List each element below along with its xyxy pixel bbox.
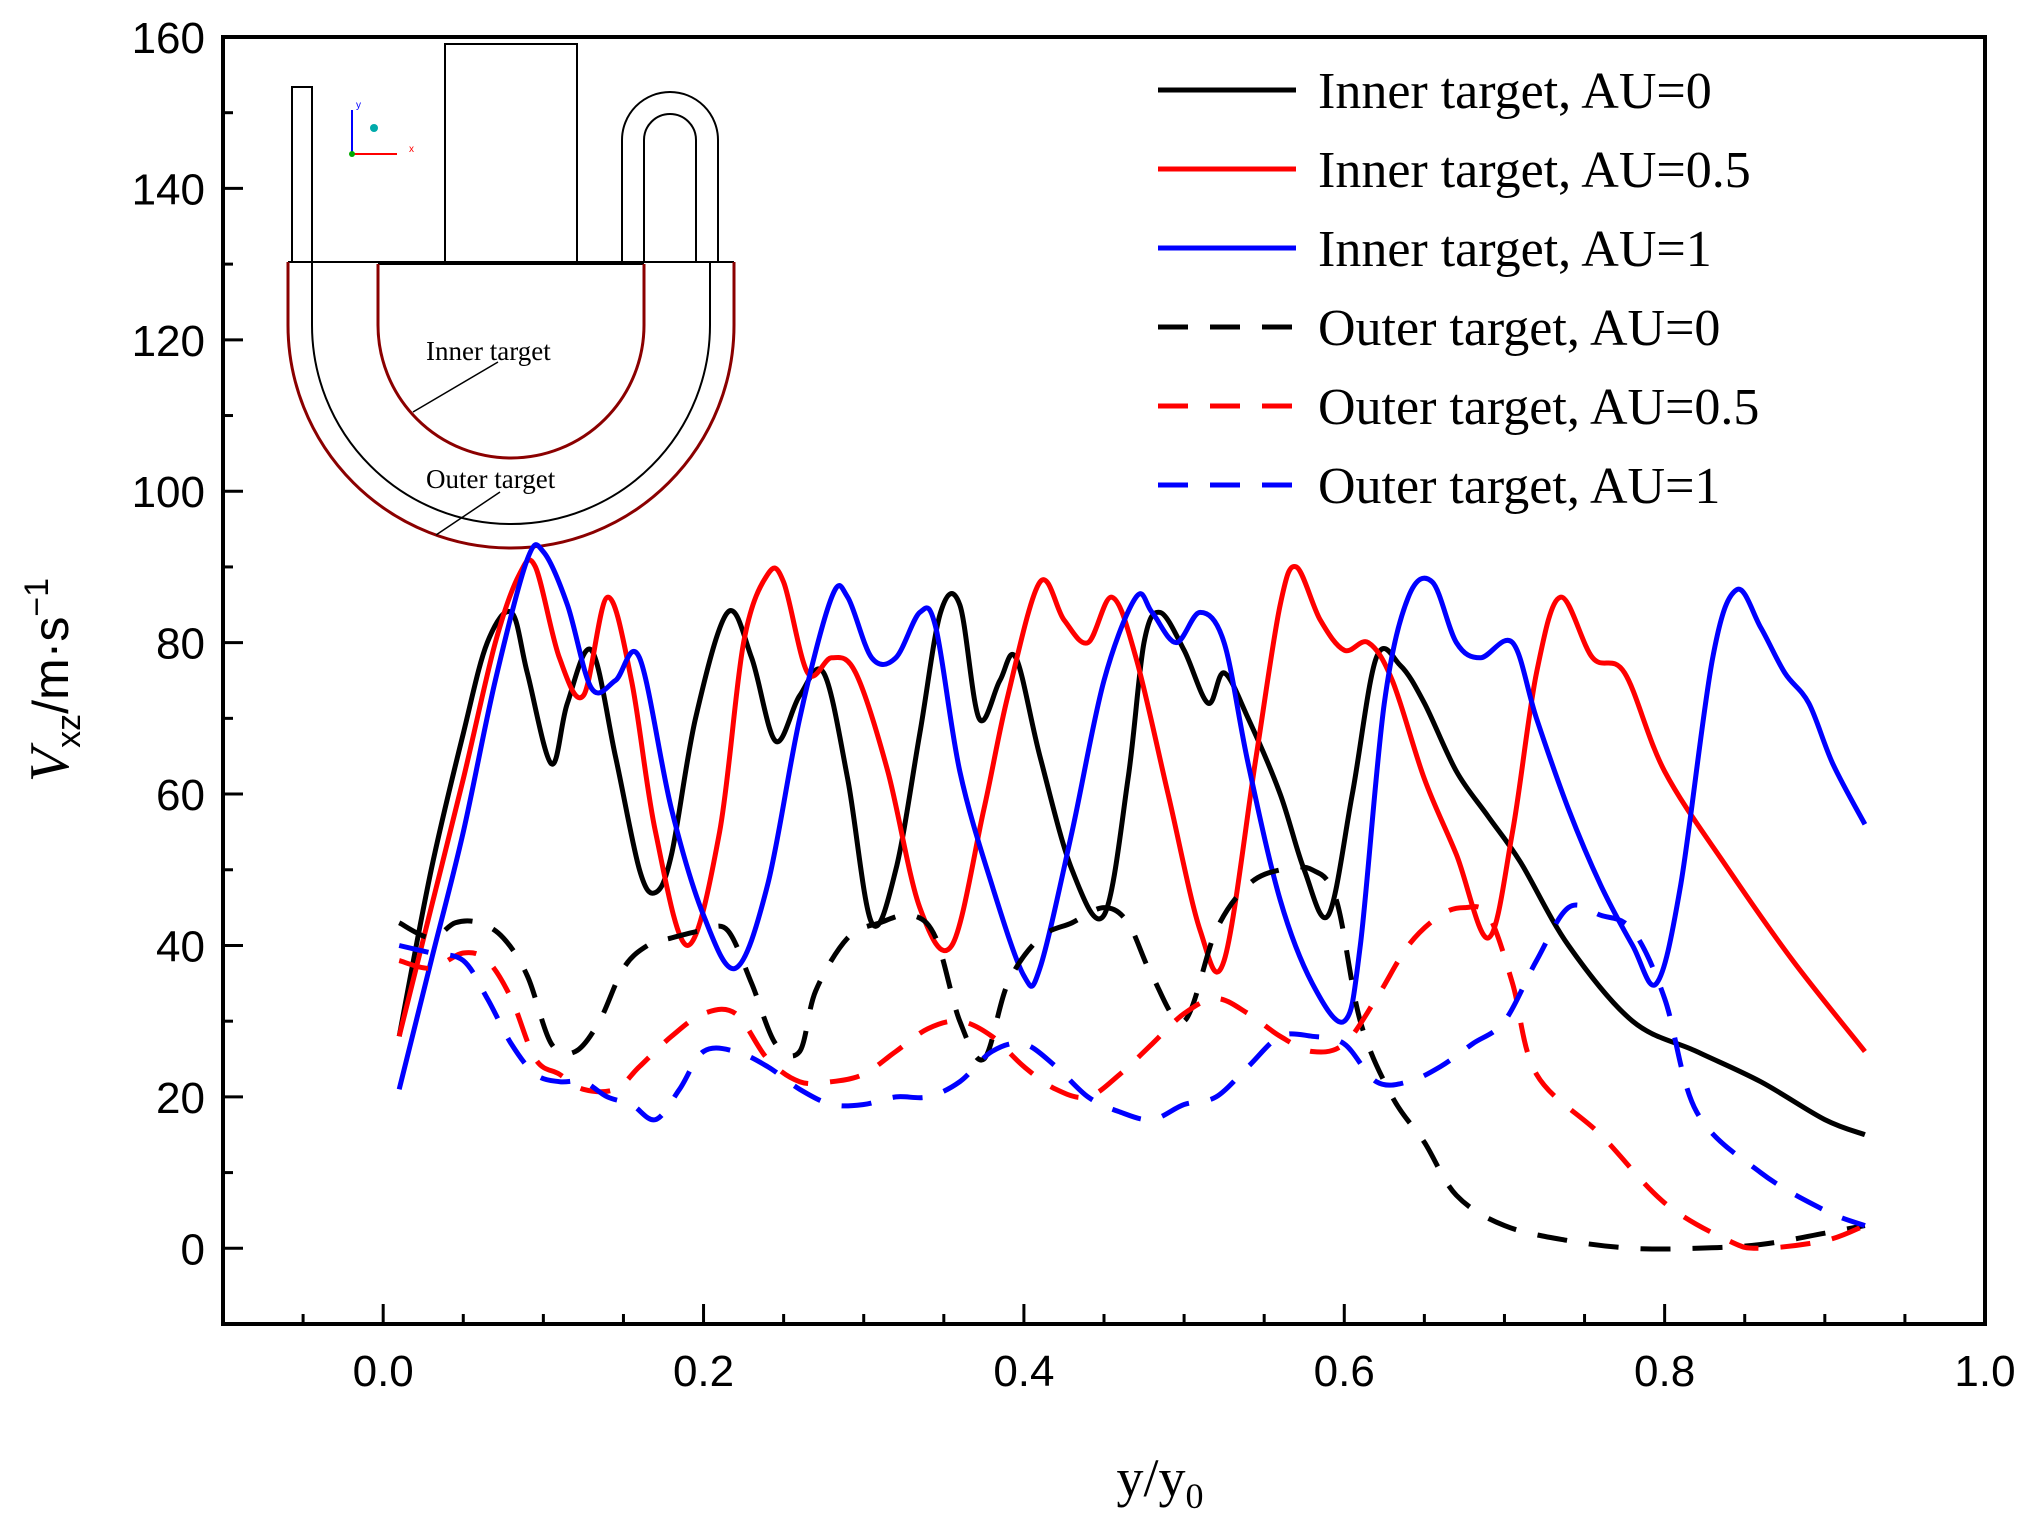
inset-axis-origin xyxy=(349,151,355,157)
x-tick-label: 0.8 xyxy=(1634,1347,1695,1396)
y-tick-label: 160 xyxy=(132,14,205,63)
inset-diagram: Inner target Outer target x y xyxy=(286,43,736,550)
x-tick-label: 0.2 xyxy=(673,1347,734,1396)
x-axis-label: y/y0 xyxy=(1116,1448,1203,1516)
series-line-1 xyxy=(396,591,1866,1138)
major-ticks xyxy=(223,35,1987,1324)
y-tick-label: 120 xyxy=(132,317,205,366)
x-tick-label: 1.0 xyxy=(1954,1347,2015,1396)
y-tick-label: 140 xyxy=(132,165,205,214)
legend-label-2: Inner target, AU=0.5 xyxy=(1318,142,1751,199)
x-tick-label: 0.0 xyxy=(353,1347,414,1396)
series-lines xyxy=(396,542,1868,1252)
y-axis-label: Vxz/m·s−1 xyxy=(18,578,88,782)
inset-loop-inner xyxy=(643,113,697,262)
legend-label-1: Inner target, AU=0 xyxy=(1318,63,1712,120)
inset-middle-bowl xyxy=(311,262,711,525)
series-line-6 xyxy=(398,902,1866,1228)
x-tick-label: 0.4 xyxy=(993,1347,1054,1396)
inset-outer-leader xyxy=(435,491,501,536)
inset-inner-target-outline xyxy=(376,264,646,460)
y-tick-label: 80 xyxy=(156,620,205,669)
y-tick-label: 40 xyxy=(156,922,205,971)
inset-outer-target-outline xyxy=(286,262,736,550)
y-tick-label: 100 xyxy=(132,468,205,517)
y-tick-label: 0 xyxy=(181,1225,205,1274)
series-line-2 xyxy=(396,557,1867,1054)
inset-axis-y-label: y xyxy=(356,100,361,111)
x-tick-label: 0.6 xyxy=(1314,1347,1375,1396)
legend: Inner target, AU=0 Inner target, AU=0.5 In… xyxy=(1158,63,1759,515)
y-tick-label: 20 xyxy=(156,1074,205,1123)
inset-axis-marker xyxy=(370,124,378,132)
legend-label-5: Outer target, AU=0.5 xyxy=(1318,379,1759,436)
minor-ticks xyxy=(221,111,1907,1326)
inset-axis-x-label: x xyxy=(409,144,414,155)
inset-outer-label: Outer target xyxy=(426,464,556,494)
inset-inner-label: Inner target xyxy=(426,336,551,366)
inset-loop-outer xyxy=(621,91,719,262)
y-tick-label: 60 xyxy=(156,771,205,820)
legend-label-6: Outer target, AU=1 xyxy=(1318,458,1720,515)
legend-label-3: Inner target, AU=1 xyxy=(1318,221,1712,278)
legend-label-4: Outer target, AU=0 xyxy=(1318,300,1720,357)
tick-labels: 0.0 0.2 0.4 0.6 0.8 1.0 0 20 40 60 80 100 120 140 160 xyxy=(132,14,2016,1396)
inset-inner-leader xyxy=(412,361,499,413)
